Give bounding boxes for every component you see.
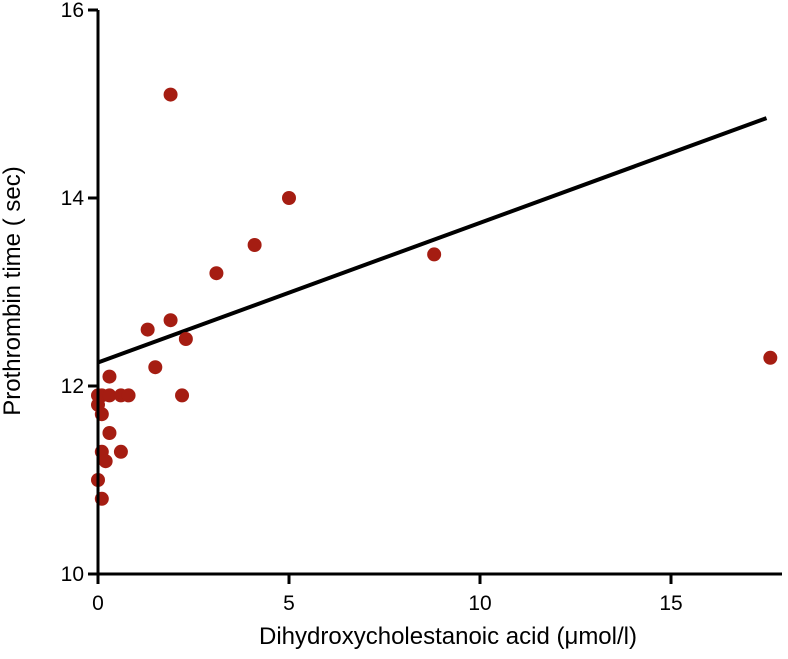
x-tick-label: 0 <box>92 592 104 615</box>
x-tick-label: 10 <box>468 592 491 615</box>
data-point <box>763 350 778 365</box>
axes-layer <box>96 10 782 576</box>
y-tick-label: 10 <box>61 563 84 586</box>
x-axis-title: Dihydroxycholestanoic acid (μmol/l) <box>259 623 637 650</box>
data-point <box>247 238 262 252</box>
data-point <box>102 388 117 403</box>
data-point <box>148 360 163 375</box>
data-point <box>163 87 178 102</box>
x-tick-label: 15 <box>659 592 682 615</box>
data-point <box>113 444 128 459</box>
regression-line <box>97 116 768 365</box>
x-tick-label: 5 <box>283 592 295 615</box>
y-axis-title: Prothrombin time ( sec) <box>0 166 26 415</box>
data-point <box>102 369 117 384</box>
data-point <box>175 388 190 403</box>
trend-layer <box>97 116 768 365</box>
data-point <box>163 313 178 328</box>
data-point <box>98 454 113 469</box>
data-point <box>102 426 117 440</box>
y-tick-label: 12 <box>61 375 84 398</box>
data-point <box>121 388 136 403</box>
ticks-layer: 10 12 14 16 0 5 10 15 <box>61 0 683 615</box>
data-point <box>178 332 193 346</box>
y-tick-label: 14 <box>61 187 85 210</box>
data-point <box>427 247 442 262</box>
data-point <box>209 266 224 281</box>
data-point <box>282 191 296 205</box>
y-tick-label: 16 <box>61 0 84 22</box>
data-point <box>140 322 155 337</box>
